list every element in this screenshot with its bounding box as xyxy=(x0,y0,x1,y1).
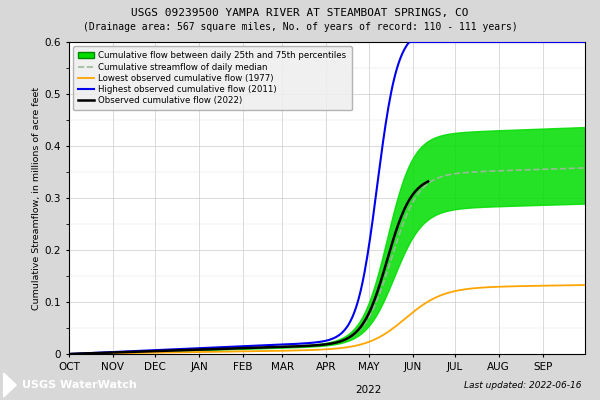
Y-axis label: Cumulative Streamflow, in millions of acre feet: Cumulative Streamflow, in millions of ac… xyxy=(32,86,41,310)
Text: (Drainage area: 567 square miles, No. of years of record: 110 - 111 years): (Drainage area: 567 square miles, No. of… xyxy=(83,22,517,32)
Text: USGS WaterWatch: USGS WaterWatch xyxy=(22,380,136,390)
Text: 2022: 2022 xyxy=(356,384,382,394)
Text: Last updated: 2022-06-16: Last updated: 2022-06-16 xyxy=(464,381,582,390)
Polygon shape xyxy=(4,373,16,397)
Legend: Cumulative flow between daily 25th and 75th percentiles, Cumulative streamflow o: Cumulative flow between daily 25th and 7… xyxy=(73,46,352,110)
Text: USGS 09239500 YAMPA RIVER AT STEAMBOAT SPRINGS, CO: USGS 09239500 YAMPA RIVER AT STEAMBOAT S… xyxy=(131,8,469,18)
